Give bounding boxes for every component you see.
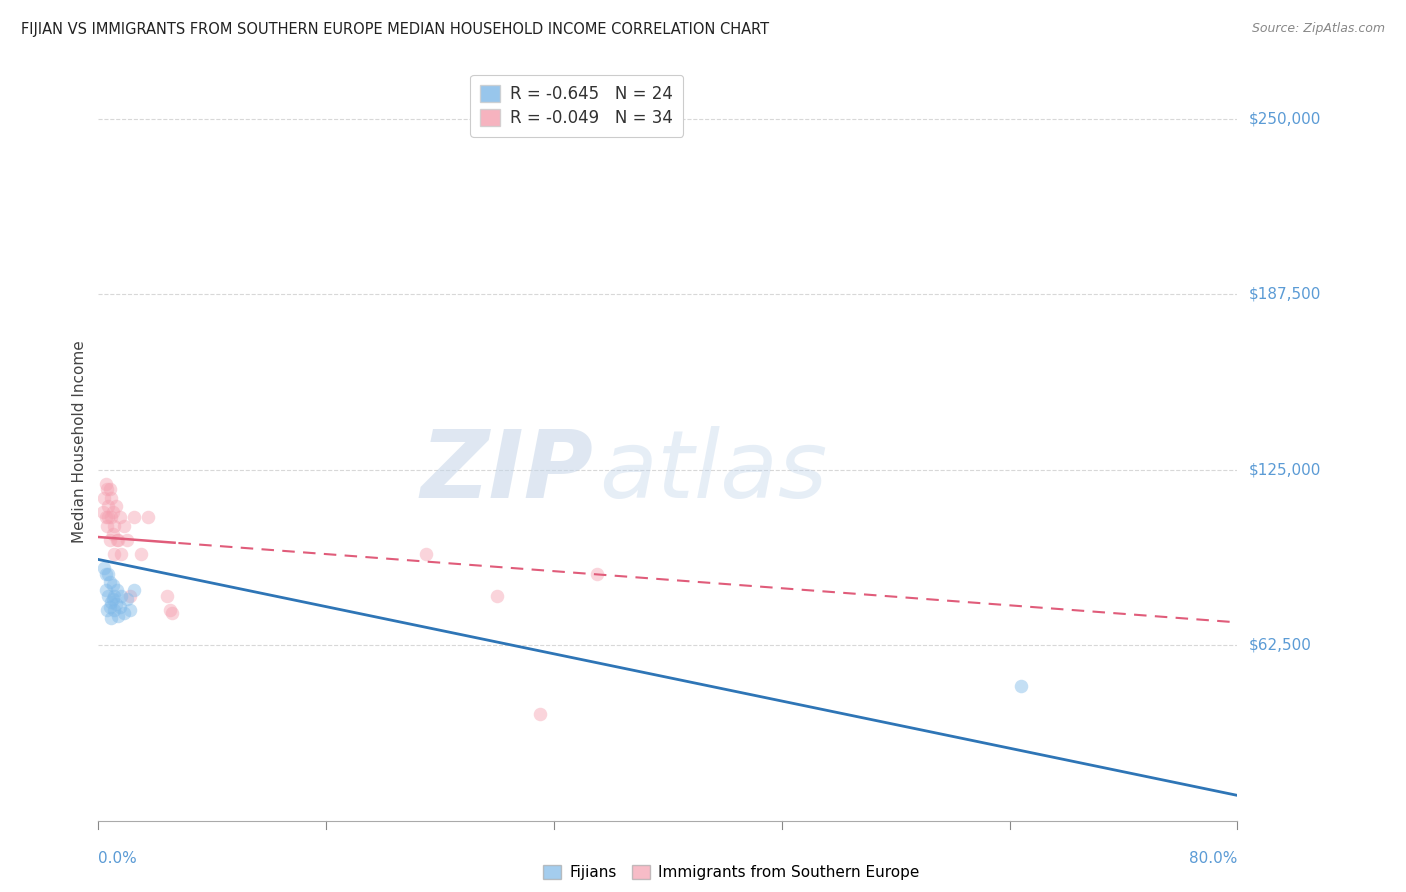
Point bbox=[97, 589, 120, 603]
Point bbox=[93, 491, 115, 505]
Text: $250,000: $250,000 bbox=[1249, 112, 1320, 126]
Point bbox=[105, 583, 128, 598]
Text: atlas: atlas bbox=[599, 426, 828, 517]
Point bbox=[136, 510, 159, 524]
Point bbox=[98, 600, 121, 615]
Point bbox=[107, 533, 129, 547]
Point bbox=[98, 483, 121, 497]
Legend: R = -0.645   N = 24, R = -0.049   N = 34: R = -0.645 N = 24, R = -0.049 N = 34 bbox=[470, 75, 683, 136]
Point bbox=[96, 518, 118, 533]
Point bbox=[104, 499, 127, 513]
Point bbox=[103, 589, 125, 603]
Point bbox=[529, 706, 551, 721]
Point bbox=[105, 533, 128, 547]
Point bbox=[101, 527, 124, 541]
Point bbox=[415, 547, 437, 561]
Point bbox=[100, 491, 122, 505]
Point bbox=[94, 510, 117, 524]
Point bbox=[94, 583, 117, 598]
Point bbox=[97, 499, 120, 513]
Text: 0.0%: 0.0% bbox=[98, 851, 138, 866]
Point bbox=[108, 600, 131, 615]
Point bbox=[115, 591, 138, 606]
Legend: Fijians, Immigrants from Southern Europe: Fijians, Immigrants from Southern Europe bbox=[543, 865, 920, 880]
Point bbox=[94, 566, 117, 581]
Point bbox=[122, 510, 145, 524]
Point bbox=[122, 583, 145, 598]
Point bbox=[101, 505, 124, 519]
Point bbox=[98, 574, 121, 589]
Point bbox=[115, 533, 138, 547]
Text: FIJIAN VS IMMIGRANTS FROM SOUTHERN EUROPE MEDIAN HOUSEHOLD INCOME CORRELATION CH: FIJIAN VS IMMIGRANTS FROM SOUTHERN EUROP… bbox=[21, 22, 769, 37]
Y-axis label: Median Household Income: Median Household Income bbox=[72, 340, 87, 543]
Point bbox=[96, 483, 118, 497]
Point bbox=[97, 510, 120, 524]
Text: Source: ZipAtlas.com: Source: ZipAtlas.com bbox=[1251, 22, 1385, 36]
Point bbox=[103, 518, 125, 533]
Point bbox=[101, 591, 124, 606]
Point bbox=[91, 505, 114, 519]
Point bbox=[98, 533, 121, 547]
Text: $62,500: $62,500 bbox=[1249, 638, 1312, 653]
Point bbox=[100, 611, 122, 625]
Point bbox=[103, 547, 125, 561]
Point bbox=[110, 547, 132, 561]
Point bbox=[1010, 679, 1032, 693]
Point bbox=[93, 561, 115, 575]
Point bbox=[118, 603, 141, 617]
Point bbox=[585, 566, 607, 581]
Text: $125,000: $125,000 bbox=[1249, 462, 1320, 477]
Point bbox=[101, 578, 124, 592]
Point bbox=[107, 608, 129, 623]
Point bbox=[96, 603, 118, 617]
Point bbox=[104, 598, 127, 612]
Text: $187,500: $187,500 bbox=[1249, 286, 1320, 301]
Text: 80.0%: 80.0% bbox=[1189, 851, 1237, 866]
Point bbox=[486, 589, 509, 603]
Point bbox=[156, 589, 179, 603]
Point bbox=[103, 603, 125, 617]
Point bbox=[100, 510, 122, 524]
Point bbox=[94, 476, 117, 491]
Point bbox=[97, 566, 120, 581]
Point bbox=[100, 594, 122, 608]
Point bbox=[118, 589, 141, 603]
Point bbox=[108, 510, 131, 524]
Point bbox=[129, 547, 152, 561]
Text: ZIP: ZIP bbox=[420, 425, 593, 518]
Point bbox=[159, 603, 181, 617]
Point bbox=[110, 589, 132, 603]
Point bbox=[112, 518, 135, 533]
Point bbox=[162, 606, 184, 620]
Point bbox=[112, 606, 135, 620]
